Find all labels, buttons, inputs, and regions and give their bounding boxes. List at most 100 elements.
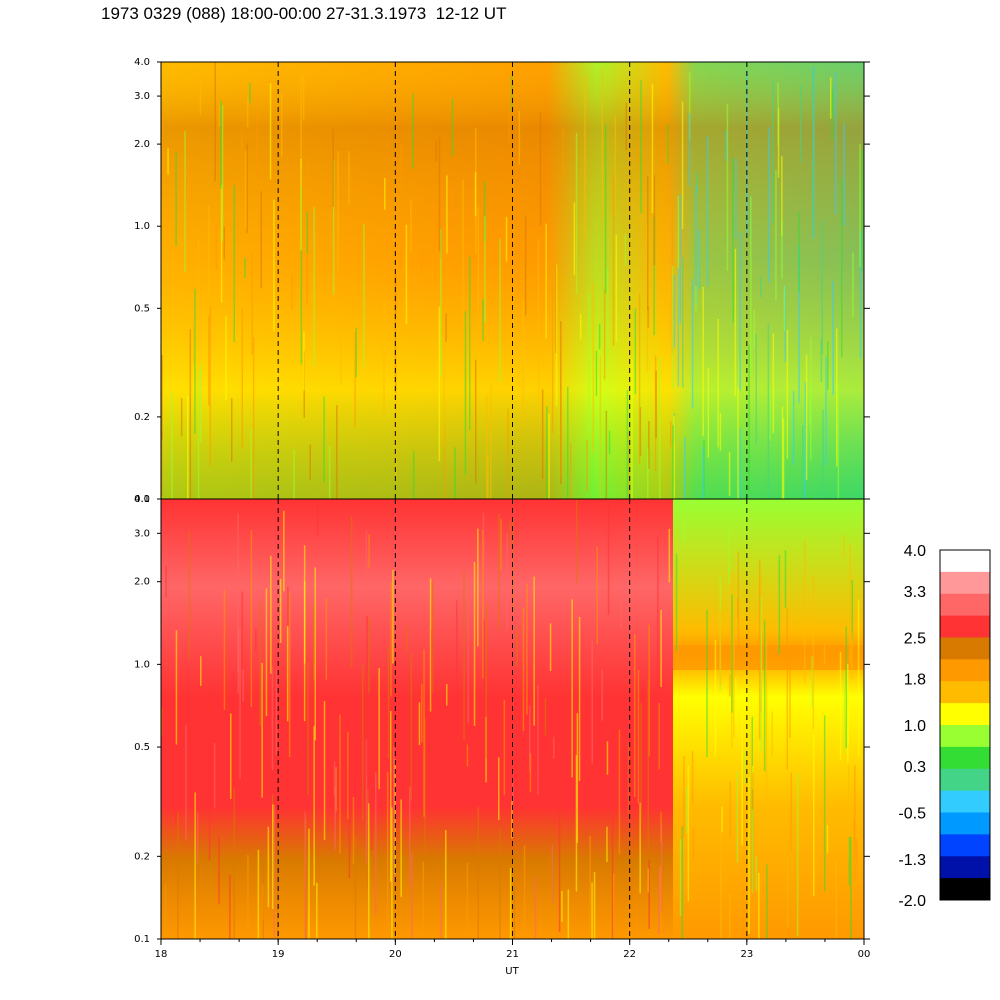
heatmap-streak: [244, 257, 246, 279]
heatmap-streak: [409, 787, 411, 886]
heatmap-streak: [303, 332, 305, 391]
heatmap-streak: [812, 70, 814, 236]
heatmap-streak: [726, 103, 729, 272]
heatmap-streak: [440, 228, 442, 378]
heatmap-streak: [679, 194, 682, 324]
heatmap-streak: [375, 772, 377, 916]
heatmap-streak: [208, 205, 210, 302]
heatmap-streak: [825, 356, 827, 466]
heatmap-streak: [639, 802, 641, 894]
heatmap-streak: [483, 619, 485, 716]
heatmap-streak: [679, 839, 682, 916]
heatmap-streak: [573, 202, 576, 276]
heatmap-streak: [620, 583, 622, 629]
heatmap-streak: [684, 437, 686, 499]
x-tick-label: 21: [506, 949, 519, 960]
heatmap-streak: [352, 796, 355, 865]
heatmap-streak: [500, 519, 502, 571]
heatmap-streak: [217, 105, 219, 139]
heatmap-streak: [347, 732, 349, 820]
colorbar: 4.0 3.3 2.5 1.8 1.0 0.3 -0.5 -1.3 -2.0: [898, 543, 991, 910]
y-tick-label: 3.0: [134, 91, 150, 102]
heatmap-streak: [429, 720, 431, 795]
colorbar-label: 4.0: [904, 543, 926, 560]
heatmap-streak: [681, 101, 684, 229]
heatmap-streak: [181, 737, 184, 795]
heatmap-streak: [857, 599, 860, 757]
heatmap-streak: [223, 226, 225, 260]
heatmap-streak: [392, 569, 394, 664]
heatmap-streak: [412, 93, 414, 169]
heatmap-streak: [720, 815, 722, 939]
heatmap-streak: [273, 199, 275, 332]
heatmap-streak: [579, 314, 582, 340]
heatmap-streak: [335, 766, 337, 812]
heatmap-streak: [847, 690, 850, 745]
heatmap-streak: [772, 79, 774, 223]
heatmap-streak: [812, 575, 815, 730]
heatmap-streak: [365, 530, 368, 598]
heatmap-streak: [629, 150, 631, 215]
heatmap-streak: [586, 440, 588, 491]
heatmap-streak: [262, 884, 264, 921]
heatmap-streak: [832, 281, 834, 396]
heatmap-streak: [787, 855, 789, 928]
heatmap-streak: [584, 75, 586, 239]
heatmap-streak: [823, 715, 826, 892]
heatmap-streak: [295, 678, 297, 791]
heatmap-streak: [313, 725, 315, 886]
heatmap-streak: [192, 307, 195, 364]
colorbar-swatch: [940, 746, 990, 770]
heatmap-streak: [431, 581, 434, 693]
heatmap-streak: [161, 707, 163, 736]
heatmap-streak: [185, 724, 187, 840]
heatmap-streak: [575, 132, 578, 294]
heatmap-streak: [555, 264, 558, 406]
heatmap-streak: [686, 786, 688, 834]
heatmap-streak: [209, 306, 211, 466]
y-tick-label: 4.0: [134, 57, 150, 68]
heatmap-streak: [741, 689, 743, 846]
heatmap-streak: [177, 812, 179, 939]
heatmap-streak: [328, 446, 331, 499]
heatmap-streak: [522, 299, 524, 422]
heatmap-streak: [798, 245, 800, 404]
heatmap-streak: [768, 127, 770, 283]
heatmap-streak: [435, 140, 437, 162]
colorbar-label: 3.3: [904, 584, 926, 601]
heatmap-streak: [213, 743, 216, 808]
heatmap-streak: [423, 649, 425, 817]
heatmap-streak: [544, 698, 547, 736]
heatmap-streak: [513, 884, 515, 939]
heatmap-streak: [677, 196, 680, 332]
x-tick-label: 19: [272, 949, 285, 960]
heatmap-streak: [606, 268, 609, 370]
heatmap-streak: [440, 882, 442, 939]
heatmap-streak: [658, 868, 660, 934]
heatmap-streak: [861, 150, 863, 272]
heatmap-streak: [400, 799, 402, 898]
heatmap-streak: [220, 184, 223, 303]
heatmap-streak: [314, 567, 316, 741]
heatmap-streak: [859, 144, 861, 268]
heatmap-streak: [241, 308, 243, 449]
heatmap-streak: [267, 826, 270, 908]
heatmap-streak: [269, 83, 272, 180]
colorbar-label: 1.8: [904, 671, 926, 688]
heatmap-streak: [348, 151, 350, 205]
heatmap-streak: [350, 515, 353, 667]
heatmap-streak: [368, 533, 370, 568]
x-tick-label: 18: [155, 949, 168, 960]
heatmap-streak: [851, 633, 853, 680]
heatmap-streak: [363, 224, 365, 368]
heatmap-streak: [378, 668, 380, 790]
heatmap-streak: [598, 324, 601, 350]
heatmap-streak: [638, 293, 641, 464]
y-tick-label: 1.0: [134, 221, 150, 232]
heatmap-streak: [271, 667, 274, 770]
heatmap-streak: [854, 764, 856, 883]
y-tick-label: 0.1: [134, 494, 150, 505]
x-tick-label: 00: [858, 949, 871, 960]
heatmap-streak: [438, 306, 441, 461]
